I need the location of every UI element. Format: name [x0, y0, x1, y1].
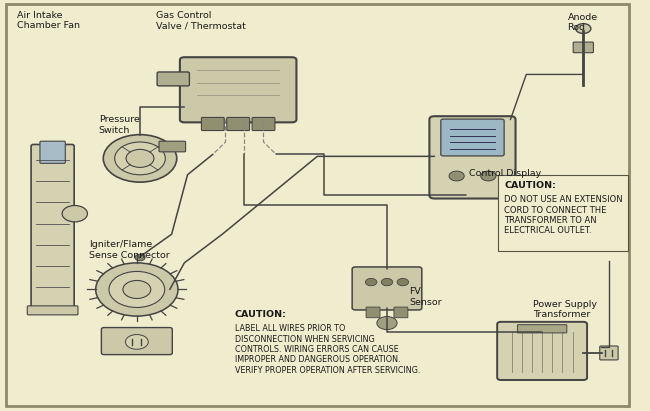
FancyBboxPatch shape [202, 118, 224, 131]
Circle shape [382, 278, 393, 286]
Circle shape [377, 316, 397, 330]
FancyBboxPatch shape [497, 322, 587, 380]
FancyBboxPatch shape [430, 116, 515, 199]
Text: Air Intake
Chamber Fan: Air Intake Chamber Fan [16, 11, 79, 30]
Text: Gas Control
Valve / Thermostat: Gas Control Valve / Thermostat [156, 11, 246, 30]
Circle shape [96, 263, 178, 316]
Circle shape [109, 271, 164, 307]
FancyBboxPatch shape [157, 72, 189, 86]
Circle shape [62, 206, 88, 222]
Circle shape [481, 171, 496, 181]
FancyBboxPatch shape [366, 307, 380, 318]
FancyBboxPatch shape [573, 42, 593, 53]
Text: DO NOT USE AN EXTENSION
CORD TO CONNECT THE
TRANSFORMER TO AN
ELECTRICAL OUTLET.: DO NOT USE AN EXTENSION CORD TO CONNECT … [504, 195, 623, 236]
FancyBboxPatch shape [352, 267, 422, 310]
Circle shape [103, 135, 177, 182]
FancyBboxPatch shape [498, 175, 628, 251]
Text: CAUTION:: CAUTION: [235, 310, 287, 319]
FancyBboxPatch shape [227, 118, 250, 131]
Circle shape [135, 254, 145, 261]
Text: FV
Sensor: FV Sensor [409, 287, 442, 307]
FancyBboxPatch shape [180, 57, 296, 122]
Circle shape [126, 149, 154, 167]
Text: Control Display: Control Display [469, 169, 541, 178]
FancyBboxPatch shape [40, 141, 65, 163]
Circle shape [365, 278, 377, 286]
FancyBboxPatch shape [252, 118, 275, 131]
FancyBboxPatch shape [101, 328, 172, 355]
FancyBboxPatch shape [27, 306, 78, 315]
Text: Power Supply
Transformer: Power Supply Transformer [532, 300, 597, 319]
Text: CAUTION:: CAUTION: [504, 181, 556, 190]
Circle shape [123, 280, 151, 298]
Text: Anode
Rod: Anode Rod [567, 13, 597, 32]
FancyBboxPatch shape [6, 4, 629, 406]
Circle shape [397, 278, 408, 286]
FancyBboxPatch shape [394, 307, 408, 318]
FancyBboxPatch shape [517, 325, 567, 333]
FancyBboxPatch shape [159, 141, 186, 152]
Text: Pressure
Switch: Pressure Switch [99, 115, 140, 135]
Circle shape [125, 335, 148, 349]
Text: LABEL ALL WIRES PRIOR TO
DISCONNECTION WHEN SERVICING
CONTROLS. WIRING ERRORS CA: LABEL ALL WIRES PRIOR TO DISCONNECTION W… [235, 324, 421, 375]
Circle shape [114, 142, 165, 175]
FancyBboxPatch shape [600, 346, 618, 360]
FancyBboxPatch shape [31, 145, 74, 309]
FancyBboxPatch shape [441, 119, 504, 156]
Text: Igniter/Flame
Sense Connector: Igniter/Flame Sense Connector [89, 240, 170, 260]
Circle shape [449, 171, 464, 181]
Circle shape [576, 24, 591, 33]
